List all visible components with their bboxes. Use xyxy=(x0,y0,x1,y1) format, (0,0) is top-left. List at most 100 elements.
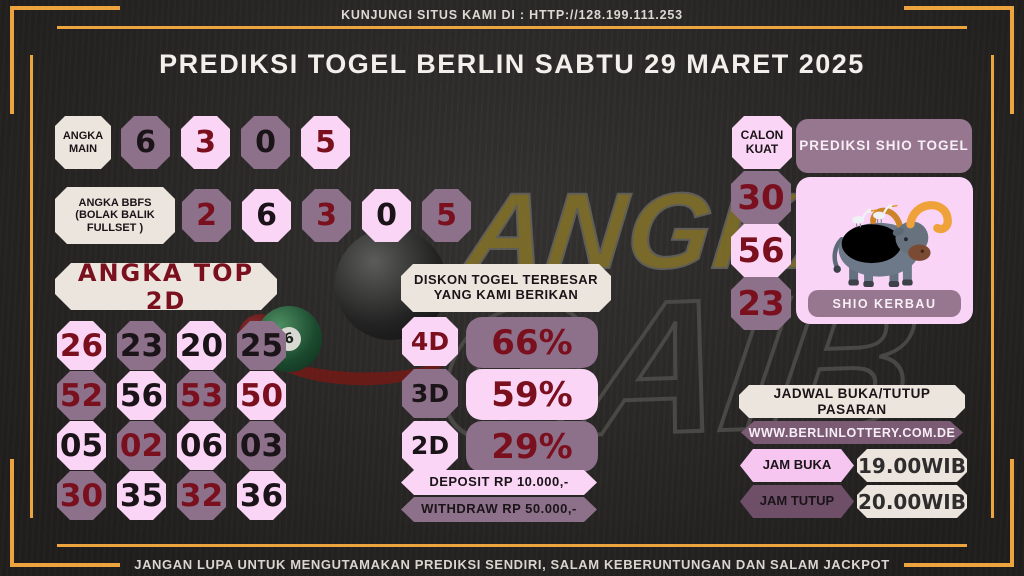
top2d-cell: 50 xyxy=(237,371,286,420)
shio-number-value: 30 xyxy=(737,177,785,218)
digit-ball: 2 xyxy=(182,189,231,242)
top2d-value: 05 xyxy=(59,427,104,464)
top2d-value: 06 xyxy=(179,427,224,464)
angka-main-label-line: MAIN xyxy=(68,142,98,155)
site-url-notice[interactable]: KUNJUNGI SITUS KAMI DI : HTTP://128.199.… xyxy=(341,8,683,22)
digit-value: 6 xyxy=(135,125,156,160)
shio-number-ball: 30 xyxy=(731,171,791,224)
top2d-value: 03 xyxy=(239,427,284,464)
top2d-cell: 56 xyxy=(117,371,166,420)
shio-number-ball: 23 xyxy=(731,277,791,330)
calon-kuat-line: CALON xyxy=(740,128,784,143)
frame-line xyxy=(904,563,1014,567)
angka-bbfs-label-line: (BOLAK BALIK xyxy=(75,209,155,222)
top2d-value: 56 xyxy=(119,377,164,414)
top2d-cell: 52 xyxy=(57,371,106,420)
top2d-cell: 26 xyxy=(57,321,106,370)
jam-buka-value: 19.00WIB xyxy=(857,449,967,482)
shio-number-ball: 56 xyxy=(731,224,791,277)
frame-line xyxy=(57,544,967,547)
footer-disclaimer: JANGAN LUPA UNTUK MENGUTAMAKAN PREDIKSI … xyxy=(134,556,890,572)
angka-main-digits: 6 3 0 5 xyxy=(121,116,350,169)
frame-line xyxy=(30,55,33,518)
website-banner[interactable]: WWW.BERLINLOTTERY.COM.DE xyxy=(741,421,963,444)
frame-line xyxy=(991,55,994,518)
digit-ball: 0 xyxy=(362,189,411,242)
buffalo-icon xyxy=(832,201,952,288)
egret-bird-icon xyxy=(873,204,898,223)
top2d-value: 52 xyxy=(59,377,104,414)
diskon-2d-value: 29% xyxy=(466,421,598,472)
top2d-value: 36 xyxy=(239,477,284,514)
shio-numbers: 30 56 23 xyxy=(731,171,791,330)
angka-bbfs-digits: 2 6 3 0 5 xyxy=(182,189,471,242)
shio-number-value: 56 xyxy=(737,230,785,271)
top2d-cell: 53 xyxy=(177,371,226,420)
top2d-cell: 36 xyxy=(237,471,286,520)
diskon-4d-value: 66% xyxy=(466,317,598,368)
prediksi-shio-banner: PREDIKSI SHIO TOGEL xyxy=(796,119,972,173)
digit-value: 5 xyxy=(436,198,457,233)
deposit-banner: DEPOSIT RP 10.000,- xyxy=(401,470,597,495)
calon-kuat-label: CALON KUAT xyxy=(732,116,792,169)
jam-buka-label: JAM BUKA xyxy=(740,449,854,482)
frame-line xyxy=(1010,459,1014,567)
top2d-value: 02 xyxy=(119,427,164,464)
top2d-value: 53 xyxy=(179,377,224,414)
top2d-cell: 23 xyxy=(117,321,166,370)
jam-tutup-label: JAM TUTUP xyxy=(740,485,854,518)
digit-ball: 3 xyxy=(181,116,230,169)
angka-main-label: ANGKA MAIN xyxy=(55,116,111,169)
frame-line xyxy=(57,26,967,29)
digit-value: 0 xyxy=(255,125,276,160)
digit-ball: 3 xyxy=(302,189,351,242)
digit-value: 5 xyxy=(315,125,336,160)
diskon-title-line: YANG KAMI BERIKAN xyxy=(433,287,579,302)
page-title: PREDIKSI TOGEL BERLIN SABTU 29 MARET 202… xyxy=(159,48,865,79)
top2d-value: 32 xyxy=(179,477,224,514)
top2d-cell: 06 xyxy=(177,421,226,470)
digit-value: 0 xyxy=(376,198,397,233)
shio-animal-label: SHIO KERBAU xyxy=(808,290,961,317)
top2d-value: 20 xyxy=(179,327,224,364)
diskon-4d-label: 4D xyxy=(402,317,458,366)
angka-bbfs-label: ANGKA BBFS (BOLAK BALIK FULLSET ) xyxy=(55,187,175,244)
shio-number-value: 23 xyxy=(737,283,785,324)
top2d-value: 35 xyxy=(119,477,164,514)
top2d-value: 50 xyxy=(239,377,284,414)
top2d-cell: 03 xyxy=(237,421,286,470)
shio-card: SHIO KERBAU xyxy=(796,177,973,324)
withdraw-banner: WITHDRAW RP 50.000,- xyxy=(401,497,597,522)
diskon-title: DISKON TOGEL TERBESAR YANG KAMI BERIKAN xyxy=(401,264,611,312)
top2d-cell: 32 xyxy=(177,471,226,520)
frame-line xyxy=(1010,6,1014,114)
digit-value: 3 xyxy=(195,125,216,160)
jadwal-title: JADWAL BUKA/TUTUP PASARAN xyxy=(739,385,965,418)
calon-kuat-line: KUAT xyxy=(745,141,779,156)
digit-value: 6 xyxy=(256,198,277,233)
frame-line xyxy=(10,6,14,114)
angka-top-2d-grid: 26 23 20 25 52 56 53 50 05 02 06 03 30 3… xyxy=(57,321,286,520)
digit-value: 2 xyxy=(196,198,217,233)
digit-ball: 6 xyxy=(242,189,291,242)
digit-ball: 0 xyxy=(241,116,290,169)
frame-line xyxy=(10,563,120,567)
digit-ball: 5 xyxy=(422,189,471,242)
digit-ball: 6 xyxy=(121,116,170,169)
top2d-cell: 05 xyxy=(57,421,106,470)
angka-bbfs-label-line: FULLSET ) xyxy=(86,221,144,234)
top2d-cell: 25 xyxy=(237,321,286,370)
jam-tutup-value: 20.00WIB xyxy=(857,485,967,518)
frame-line xyxy=(10,6,120,10)
top2d-cell: 02 xyxy=(117,421,166,470)
diskon-title-line: DISKON TOGEL TERBESAR xyxy=(413,272,599,288)
egret-bird-icon xyxy=(852,208,877,228)
top2d-cell: 20 xyxy=(177,321,226,370)
digit-value: 3 xyxy=(316,198,337,233)
top2d-cell: 35 xyxy=(117,471,166,520)
frame-line xyxy=(904,6,1014,10)
top2d-value: 25 xyxy=(239,327,284,364)
diskon-3d-label: 3D xyxy=(402,369,458,418)
top2d-cell: 30 xyxy=(57,471,106,520)
